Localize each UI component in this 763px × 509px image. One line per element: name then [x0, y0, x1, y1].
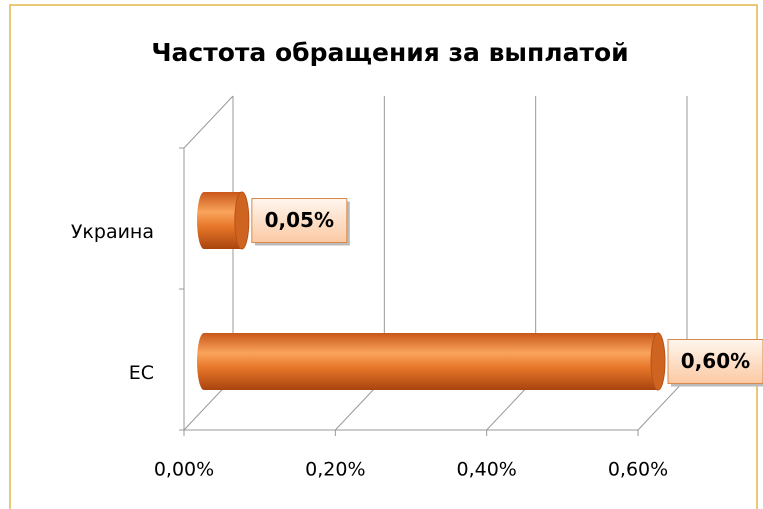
- x-tick-label: 0,00%: [154, 459, 214, 481]
- value-label: 0,05%: [265, 208, 334, 232]
- bar-cap: [234, 191, 250, 250]
- x-tick-label: 0,40%: [456, 459, 516, 481]
- value-label: 0,60%: [681, 349, 750, 373]
- y-tick-label: Украина: [71, 221, 154, 243]
- value-label-box: [667, 339, 763, 384]
- value-label-box: [251, 198, 348, 243]
- bar: [197, 333, 666, 390]
- axis-line: [183, 95, 234, 149]
- chart-title: Частота обращения за выплатой: [151, 38, 628, 67]
- bar-cap: [650, 332, 666, 391]
- x-tick-label: 0,20%: [305, 459, 365, 481]
- x-tick-label: 0,60%: [608, 459, 668, 481]
- y-tick-label: ЕС: [129, 362, 154, 384]
- frame: [9, 4, 758, 509]
